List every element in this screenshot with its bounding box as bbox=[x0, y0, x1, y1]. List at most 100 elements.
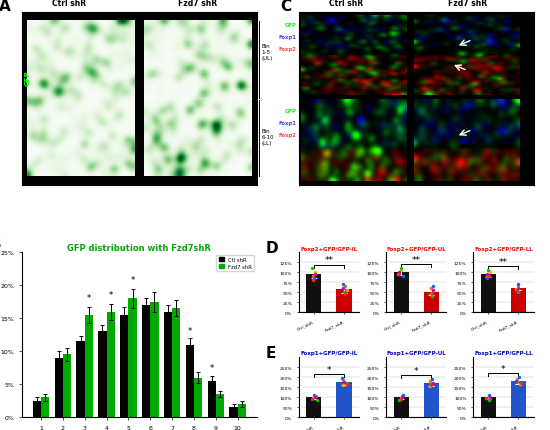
Point bbox=[514, 289, 522, 295]
Point bbox=[343, 381, 351, 388]
Point bbox=[485, 269, 494, 276]
Bar bbox=[424, 383, 439, 417]
Point bbox=[485, 273, 493, 280]
Text: **: ** bbox=[499, 257, 508, 266]
Point bbox=[428, 293, 437, 300]
Point bbox=[339, 377, 348, 384]
Text: Ctrl shR: Ctrl shR bbox=[52, 0, 86, 8]
Point bbox=[399, 392, 408, 399]
Point bbox=[429, 283, 438, 290]
Bar bbox=[511, 381, 526, 417]
Bar bbox=[511, 288, 526, 313]
Title: Foxp1+GFP/GFP-IL: Foxp1+GFP/GFP-IL bbox=[300, 350, 358, 356]
Text: Ctrl shR: Ctrl shR bbox=[329, 0, 363, 8]
Text: GFP: GFP bbox=[285, 109, 296, 114]
Bar bbox=[194, 378, 202, 417]
Bar bbox=[76, 341, 85, 417]
Point bbox=[485, 393, 493, 399]
Point bbox=[395, 269, 404, 276]
Bar bbox=[164, 312, 172, 417]
Bar bbox=[107, 312, 115, 417]
Text: C: C bbox=[280, 0, 291, 14]
Bar bbox=[306, 397, 321, 417]
Point bbox=[309, 395, 318, 402]
Bar bbox=[207, 381, 216, 417]
Point bbox=[310, 275, 318, 282]
Bar bbox=[98, 332, 107, 417]
Point bbox=[428, 376, 437, 383]
Point bbox=[514, 280, 523, 287]
Point bbox=[516, 381, 525, 388]
Point bbox=[426, 378, 434, 385]
Bar bbox=[481, 397, 496, 417]
Title: GFP distribution with Fzd7shR: GFP distribution with Fzd7shR bbox=[68, 243, 211, 252]
Point bbox=[483, 271, 492, 278]
Point bbox=[312, 393, 321, 399]
Text: *: * bbox=[108, 291, 113, 299]
Text: Bin
6-10
(LL): Bin 6-10 (LL) bbox=[261, 129, 274, 145]
Point bbox=[426, 383, 434, 390]
Text: Foxp1: Foxp1 bbox=[278, 121, 296, 126]
Title: Foxp2+GFP/GFP-LL: Foxp2+GFP/GFP-LL bbox=[474, 246, 533, 251]
Point bbox=[308, 273, 317, 280]
Point bbox=[485, 392, 494, 399]
Point bbox=[396, 265, 405, 272]
Bar bbox=[142, 305, 150, 417]
Point bbox=[340, 283, 349, 290]
Point bbox=[339, 379, 348, 386]
Text: GFP: GFP bbox=[24, 71, 30, 86]
Point bbox=[427, 285, 436, 292]
Bar bbox=[394, 273, 409, 313]
Point bbox=[394, 271, 403, 278]
Text: Foxp1: Foxp1 bbox=[278, 34, 296, 40]
Point bbox=[483, 273, 492, 280]
Point bbox=[397, 394, 406, 401]
Point bbox=[513, 376, 521, 383]
Text: *: * bbox=[210, 363, 214, 372]
Text: E: E bbox=[266, 345, 276, 360]
Point bbox=[338, 382, 347, 389]
Bar bbox=[120, 315, 128, 417]
Point bbox=[481, 395, 490, 402]
Bar bbox=[216, 394, 224, 417]
Title: Foxp2+GFP/GFP-UL: Foxp2+GFP/GFP-UL bbox=[386, 246, 446, 251]
Point bbox=[428, 287, 437, 294]
Bar bbox=[150, 302, 158, 417]
Point bbox=[311, 269, 320, 276]
Point bbox=[512, 286, 520, 293]
Point bbox=[397, 396, 406, 402]
Point bbox=[398, 273, 407, 280]
Point bbox=[514, 284, 522, 291]
Text: Bin
6-10
(LL): Bin 6-10 (LL) bbox=[524, 74, 536, 90]
Point bbox=[483, 267, 492, 274]
Point bbox=[486, 394, 495, 401]
Point bbox=[312, 397, 321, 404]
Bar bbox=[306, 275, 321, 313]
Text: A: A bbox=[0, 0, 10, 14]
Point bbox=[395, 271, 404, 278]
Point bbox=[514, 282, 522, 289]
Point bbox=[427, 382, 436, 389]
Point bbox=[427, 290, 436, 297]
Point bbox=[429, 380, 438, 387]
Bar bbox=[41, 397, 50, 417]
Point bbox=[310, 392, 318, 399]
Point bbox=[310, 394, 319, 401]
Text: Fzd7 shR: Fzd7 shR bbox=[448, 0, 487, 8]
Point bbox=[307, 396, 316, 402]
Point bbox=[514, 374, 523, 381]
Text: **: ** bbox=[324, 256, 333, 265]
Legend: Ctl shR, Fzd7 shR: Ctl shR, Fzd7 shR bbox=[216, 255, 254, 271]
Point bbox=[513, 287, 522, 294]
Title: Foxp2+GFP/GFP-IL: Foxp2+GFP/GFP-IL bbox=[300, 246, 358, 251]
Point bbox=[309, 277, 318, 284]
Bar bbox=[172, 309, 180, 417]
Point bbox=[339, 289, 348, 296]
Point bbox=[426, 381, 435, 388]
Bar bbox=[32, 401, 41, 417]
Point bbox=[398, 393, 406, 399]
Bar bbox=[238, 404, 246, 417]
Point bbox=[343, 287, 351, 294]
Bar bbox=[229, 407, 238, 417]
Point bbox=[311, 271, 320, 278]
